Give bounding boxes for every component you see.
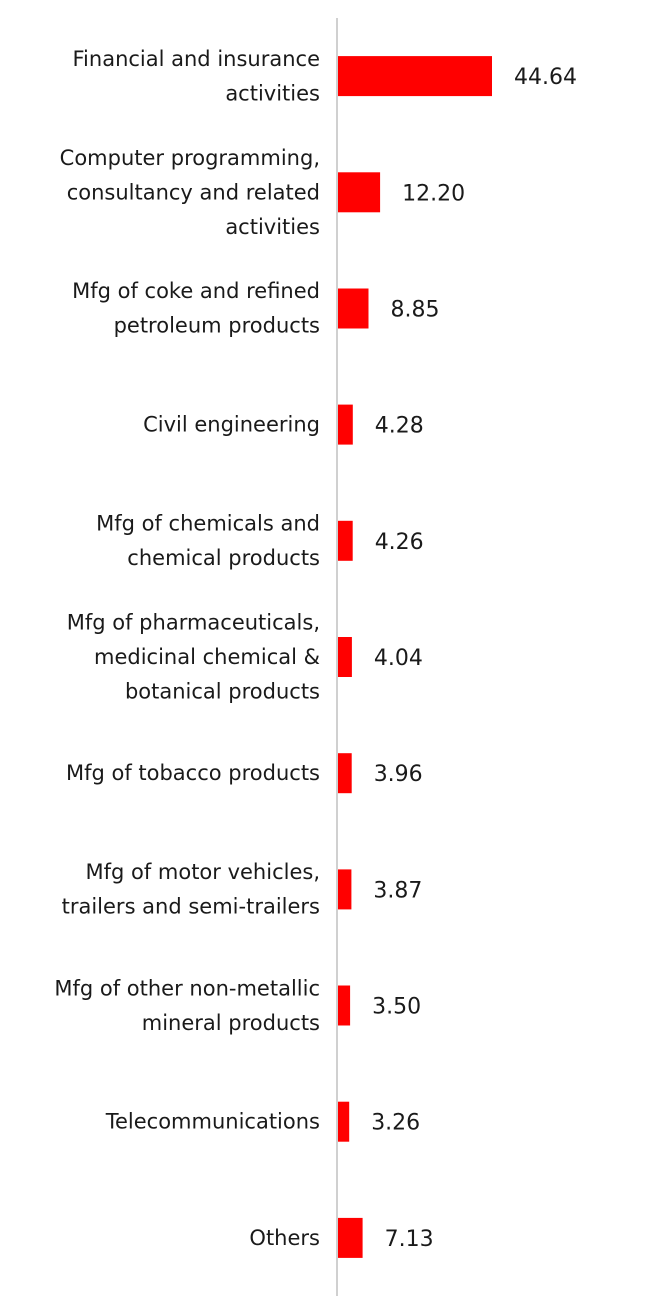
category-label-line: Civil engineering [143,413,320,437]
category-label: Mfg of other non-metallic mineral product… [54,976,320,1035]
category-label-line: petroleum products [114,314,320,338]
category-label-line: Mfg of tobacco products [66,761,320,785]
category-label-line: chemical products [127,546,320,570]
category-label: Mfg of coke and refined petroleum product… [72,279,320,338]
data-label: 3.50 [372,995,421,1020]
data-label: 8.85 [391,298,440,323]
category-label-line: Others [249,1226,320,1250]
category-label: Mfg of chemicals and chemical products [96,512,320,571]
category-label-line: Mfg of chemicals and [96,512,320,536]
category-label-line: Telecommunications [105,1110,320,1134]
data-label: 44.64 [514,65,577,90]
data-label: 4.26 [375,530,424,555]
category-label: Computer programming, consultancy and rel… [60,146,320,239]
category-label-line: consultancy and related [67,180,320,204]
data-label: 3.87 [373,878,422,903]
category-label-line: Mfg of pharmaceuticals, [67,611,320,635]
category-label: Financial and insurance activities [73,47,321,106]
category-label: Civil engineering [143,413,320,437]
category-label-line: Mfg of coke and refined [72,279,320,303]
bar [338,56,492,97]
category-label-line: trailers and semi-trailers [62,895,320,919]
category-label-line: mineral products [142,1011,320,1035]
data-label: 4.28 [375,414,424,439]
category-label: Mfg of tobacco products [66,761,320,785]
bar [338,985,351,1026]
data-label: 3.96 [374,762,423,787]
category-label: Telecommunications [105,1110,320,1134]
category-label-line: Computer programming, [60,146,320,170]
bar [338,404,353,445]
chart-marks: 44.64 Financial and insurance activities 12… [54,47,577,1258]
category-label-line: Financial and insurance [73,47,321,71]
bar [338,1101,350,1142]
bar [338,1217,363,1258]
category-label: Mfg of pharmaceuticals, medicinal chemica… [67,611,320,704]
bar [338,172,381,213]
data-label: 4.04 [374,646,423,671]
category-label-line: Mfg of motor vehicles, [85,860,320,884]
category-label-line: botanical products [125,680,320,704]
bar [338,753,352,794]
category-label-line: activities [225,215,320,239]
data-label: 3.26 [371,1111,420,1136]
category-label-line: medicinal chemical & [94,645,320,669]
category-label: Mfg of motor vehicles, trailers and semi-… [62,860,320,919]
bar [338,869,352,910]
bar [338,637,352,677]
category-label: Others [249,1226,320,1250]
data-label: 12.20 [402,181,465,206]
bar [338,288,369,329]
category-label-line: Mfg of other non-metallic [54,976,320,1000]
category-label-line: activities [225,81,320,105]
data-label: 7.13 [385,1227,434,1252]
bar [338,520,353,561]
